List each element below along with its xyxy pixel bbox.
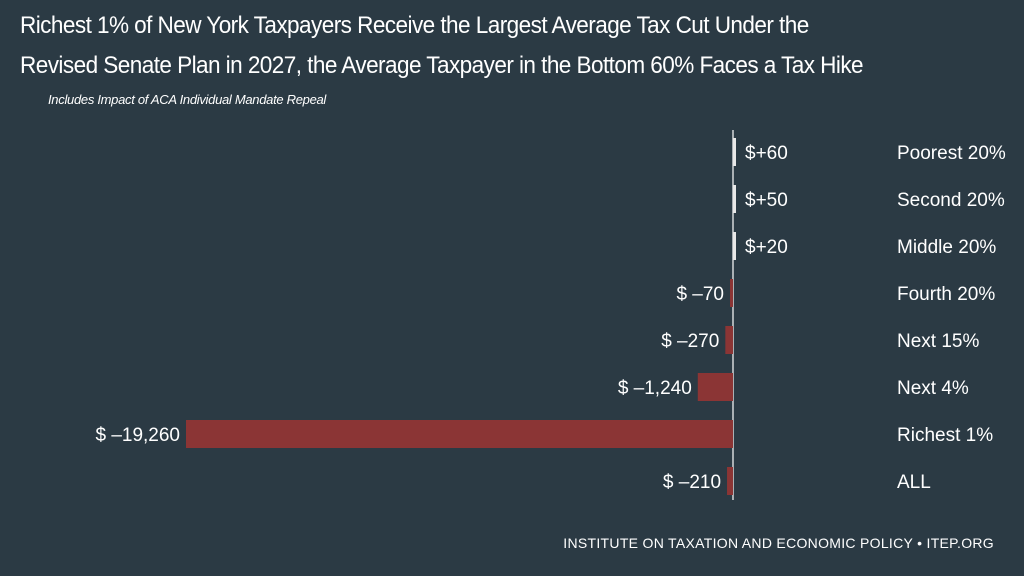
chart-subtitle: Includes Impact of ACA Individual Mandat… (48, 92, 327, 107)
category-label: Poorest 20% (897, 143, 1006, 164)
category-label: ALL (897, 472, 931, 493)
data-label: $+20 (745, 237, 788, 258)
chart-title: Richest 1% of New York Taxpayers Receive… (20, 6, 951, 86)
data-label: $ –1,240 (618, 378, 692, 399)
category-label: Next 15% (897, 331, 979, 352)
data-label: $+60 (745, 143, 788, 164)
data-label: $ –19,260 (95, 425, 180, 446)
bar (733, 138, 736, 166)
category-label: Second 20% (897, 190, 1005, 211)
category-label: Fourth 20% (897, 284, 995, 305)
bar (727, 467, 733, 495)
bar (733, 185, 736, 213)
bar (733, 232, 736, 260)
data-label: $+50 (745, 190, 788, 211)
chart-title-line-1: Richest 1% of New York Taxpayers Receive… (20, 12, 809, 39)
source-footer: INSTITUTE ON TAXATION AND ECONOMIC POLIC… (563, 535, 994, 551)
bar (725, 326, 733, 354)
bar (697, 373, 733, 401)
category-label: Richest 1% (897, 425, 993, 446)
data-label: $ –70 (676, 284, 724, 305)
chart-title-line-2: Revised Senate Plan in 2027, the Average… (20, 52, 864, 79)
category-label: Next 4% (897, 378, 969, 399)
data-label: $ –210 (663, 472, 721, 493)
category-label: Middle 20% (897, 237, 996, 258)
data-label: $ –270 (661, 331, 719, 352)
bar (730, 279, 733, 307)
bar (186, 420, 733, 448)
